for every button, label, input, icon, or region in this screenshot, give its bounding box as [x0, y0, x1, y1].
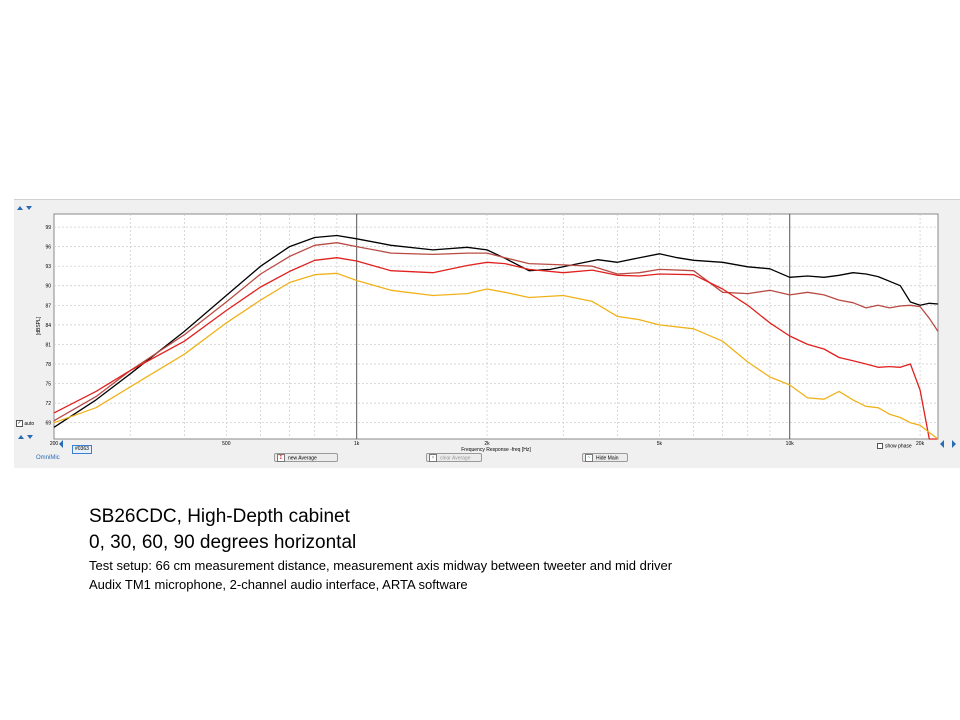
series-line-90deg [53, 272, 939, 440]
scroll-horizontal-arrows-icon[interactable] [59, 440, 63, 448]
series-line-60deg [53, 257, 938, 440]
auto-checkbox[interactable]: ✓ auto [16, 420, 34, 427]
scroll-arrows-icon[interactable] [18, 435, 33, 439]
clear-icon: × [429, 454, 437, 462]
auto-label: auto [24, 420, 35, 427]
show-phase-checkbox[interactable]: show phase [877, 443, 912, 449]
series-line-30deg [53, 242, 939, 422]
y-tick-label: 93 [45, 264, 51, 270]
y-tick-label: 75 [45, 382, 51, 388]
series-line-0deg [53, 234, 939, 428]
checkbox-icon [877, 443, 883, 449]
x-tick-label: 2k [484, 441, 490, 447]
x-tick-label: 1k [354, 441, 360, 447]
y-axis-label: [dBSPL] [36, 316, 42, 335]
omnimic-label: OmniMic [36, 455, 60, 461]
x-tick-label: 10k [786, 441, 795, 447]
x-tick-label: 20k [916, 441, 925, 447]
caption-setup: Test setup: 66 cm measurement distance, … [89, 558, 673, 573]
plot-area [53, 213, 939, 440]
caption: SB26CDC, High-Depth cabinet 0, 30, 60, 9… [89, 504, 672, 594]
clear-average-button[interactable]: × clear Average [426, 453, 482, 462]
y-tick-label: 69 [45, 421, 51, 427]
y-tick-label: 87 [45, 303, 51, 309]
hide-main-button[interactable]: ~ Hide Main [582, 453, 628, 462]
x-tick-label: 500 [222, 441, 231, 447]
mic-id-box[interactable]: #0363 [72, 445, 92, 454]
zoom-vertical-arrows-icon[interactable] [17, 206, 32, 210]
caption-title: SB26CDC, High-Depth cabinet [89, 506, 350, 527]
caption-equipment: Audix TM1 microphone, 2-channel audio in… [89, 577, 468, 592]
x-axis-label: Frequency Response -freq [Hz] [461, 447, 531, 453]
y-tick-label: 81 [45, 342, 51, 348]
hide-icon: ~ [585, 454, 593, 462]
checkbox-checked-icon: ✓ [16, 420, 23, 427]
frequency-response-chart: 69 72 75 78 81 84 87 90 93 96 99 200 500 1k 2k 5k 10k 20… [17, 206, 956, 453]
x-tick-label: 200 [50, 441, 59, 447]
caption-subtitle: 0, 30, 60, 90 degrees horizontal [89, 532, 357, 553]
average-icon: Σ [277, 454, 285, 462]
omnimic-window: 69 72 75 78 81 84 87 90 93 96 99 200 500 1k 2k 5k 10k 20… [14, 199, 960, 468]
x-tick-label: 5k [657, 441, 663, 447]
show-phase-label: show phase [885, 443, 912, 450]
y-tick-label: 96 [45, 245, 51, 251]
y-tick-label: 99 [45, 225, 51, 231]
y-tick-label: 72 [45, 401, 51, 407]
y-tick-label: 78 [45, 362, 51, 368]
zoom-horizontal-arrows-icon[interactable] [940, 440, 956, 448]
y-tick-label: 84 [45, 323, 51, 329]
y-tick-label: 90 [45, 284, 51, 290]
